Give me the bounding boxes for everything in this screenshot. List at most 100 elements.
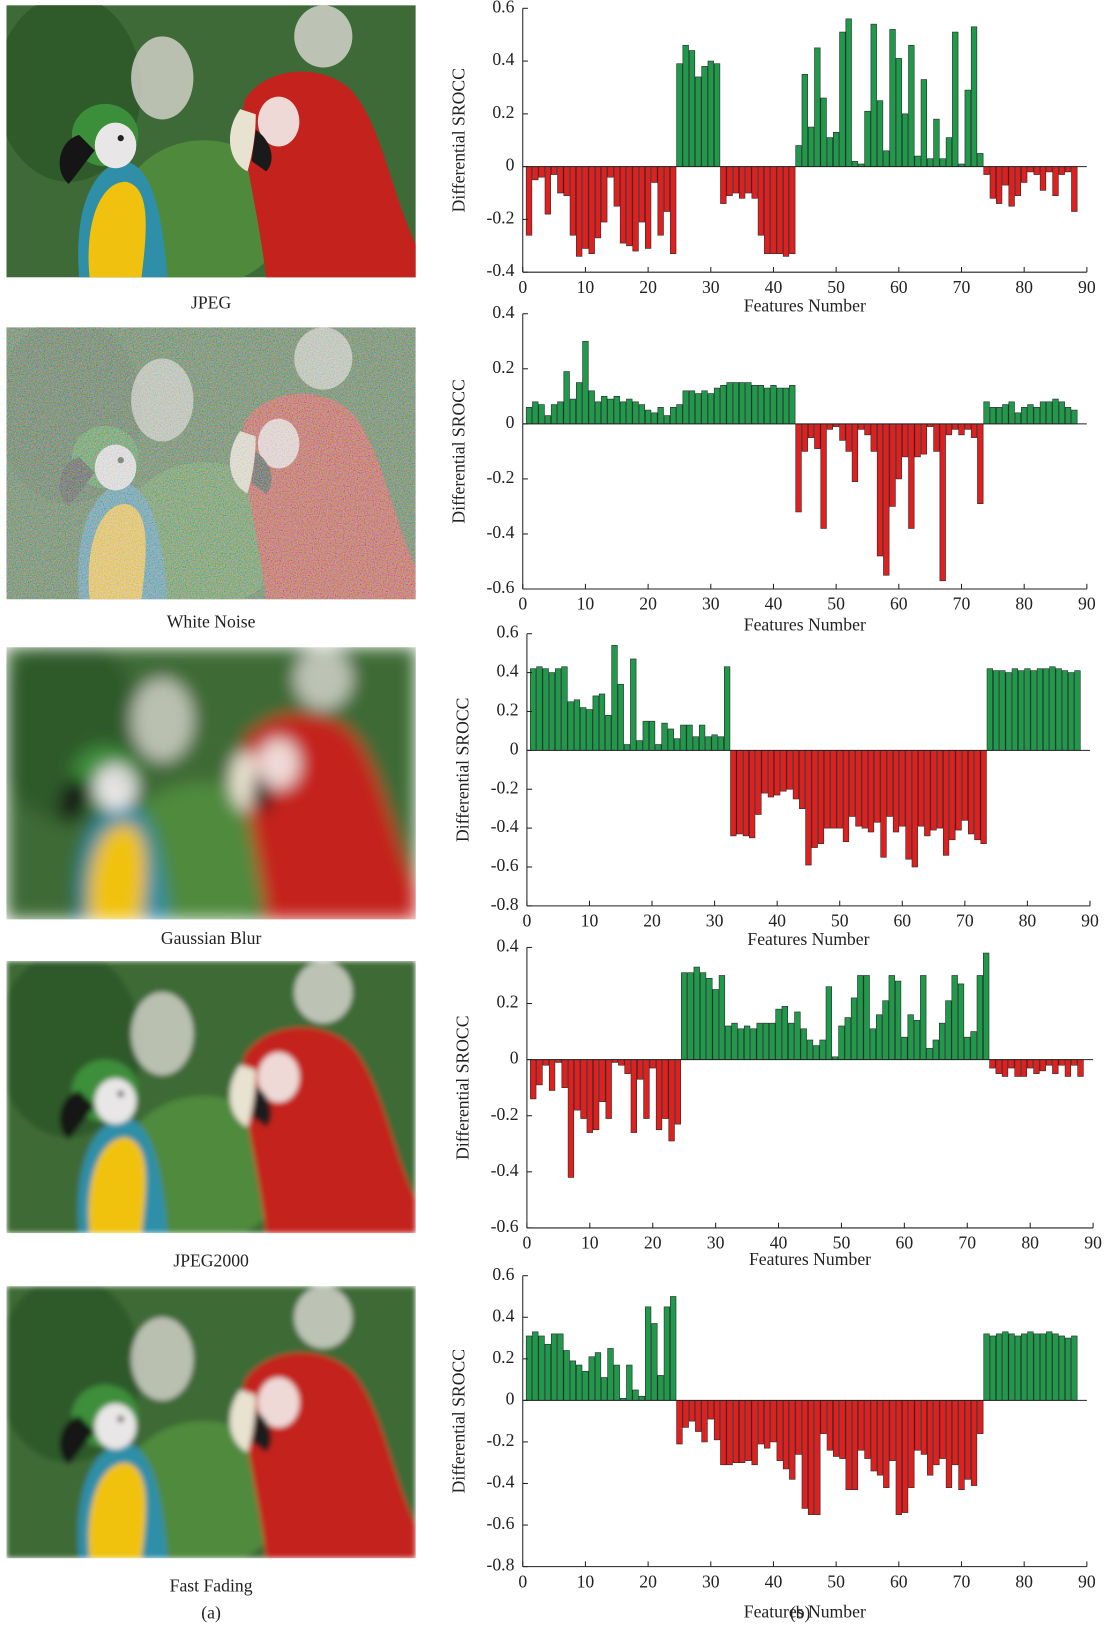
x-tick-label: 30 [706,911,724,931]
bar [1025,669,1031,751]
bar [883,424,889,575]
bar [921,80,927,167]
bar [1009,402,1015,424]
bar [940,159,946,167]
bar [564,167,570,196]
bar [946,424,952,435]
bar [757,1023,763,1059]
bar [839,1026,845,1060]
y-tick-label: 0.4 [492,302,514,322]
bar [574,1060,580,1110]
bar [808,1400,814,1514]
bar [939,1023,945,1059]
bar [733,383,739,424]
bar [895,981,901,1060]
bar [852,1400,858,1489]
bar [589,391,595,424]
bar [937,750,943,828]
bar [1015,1336,1021,1400]
bar [864,975,870,1059]
bar [600,1060,606,1102]
bar [689,51,695,167]
y-tick-label: 0 [506,412,515,432]
y-axis-label: Differential SROCC [448,1349,468,1493]
bar [971,424,977,438]
bar [618,684,624,750]
bar [576,167,582,257]
bar [1059,1060,1065,1066]
bar [570,1361,576,1400]
bar [958,984,964,1060]
bar [645,410,651,424]
bar [608,399,614,424]
bar [543,669,549,751]
bar [858,1400,864,1450]
y-tick-label: -0.2 [491,1104,519,1124]
bar [733,167,739,193]
bar [633,402,639,424]
bar [727,167,733,196]
image-caption: Gaussian Blur [161,928,262,948]
bar [689,391,695,424]
bar [801,1029,807,1060]
bar [952,32,958,167]
y-tick-label: -0.8 [491,894,519,914]
bar [1008,1060,1014,1068]
image-jpeg [0,0,416,286]
x-axis-label: Features Number [744,1601,866,1621]
bar [827,138,833,167]
bar [562,667,568,751]
bar [807,1040,813,1060]
bar [871,1400,877,1471]
bar [551,167,557,175]
bar [889,975,895,1059]
bar [788,1023,794,1059]
bar [965,90,971,167]
bar [956,750,962,830]
bar [796,146,802,167]
bar-chart: -0.8-0.6-0.4-0.200.20.40.601020304050607… [448,1264,1095,1622]
bar [612,645,618,750]
bar [683,1400,689,1427]
bar [965,1400,971,1479]
bar [968,750,974,834]
y-tick-label: 0.2 [497,700,519,720]
bar [1059,402,1065,424]
bar [826,987,832,1060]
bar [984,167,990,175]
bar [851,998,857,1060]
bar-chart: -0.6-0.4-0.200.20.40102030405060708090Fe… [453,935,1102,1269]
x-tick-label: 30 [702,594,720,614]
bar [990,167,996,199]
bar [721,385,727,424]
bar [695,1400,701,1431]
bar [721,167,727,204]
bar [862,750,868,828]
bar [639,405,645,424]
bar [539,1336,545,1400]
bar [908,1015,914,1060]
bar [637,741,643,751]
bar [977,1400,983,1433]
bar [1040,167,1046,191]
y-tick-label: 0.4 [492,49,514,69]
x-tick-label: 10 [577,1571,595,1591]
x-tick-label: 80 [1019,911,1037,931]
bar [990,1060,996,1068]
bar [1034,167,1040,175]
bar [1015,1060,1021,1077]
bar [614,1365,620,1400]
bar [975,750,981,839]
bar [752,385,758,424]
bar [893,750,899,832]
bar [769,1023,775,1059]
bar [752,1400,758,1464]
bar [633,167,639,251]
x-tick-label: 70 [953,594,971,614]
bar [574,700,580,751]
bar [724,667,730,751]
bar [581,1060,587,1119]
bar [605,715,611,750]
bar [971,1400,977,1485]
bar [909,1400,915,1487]
